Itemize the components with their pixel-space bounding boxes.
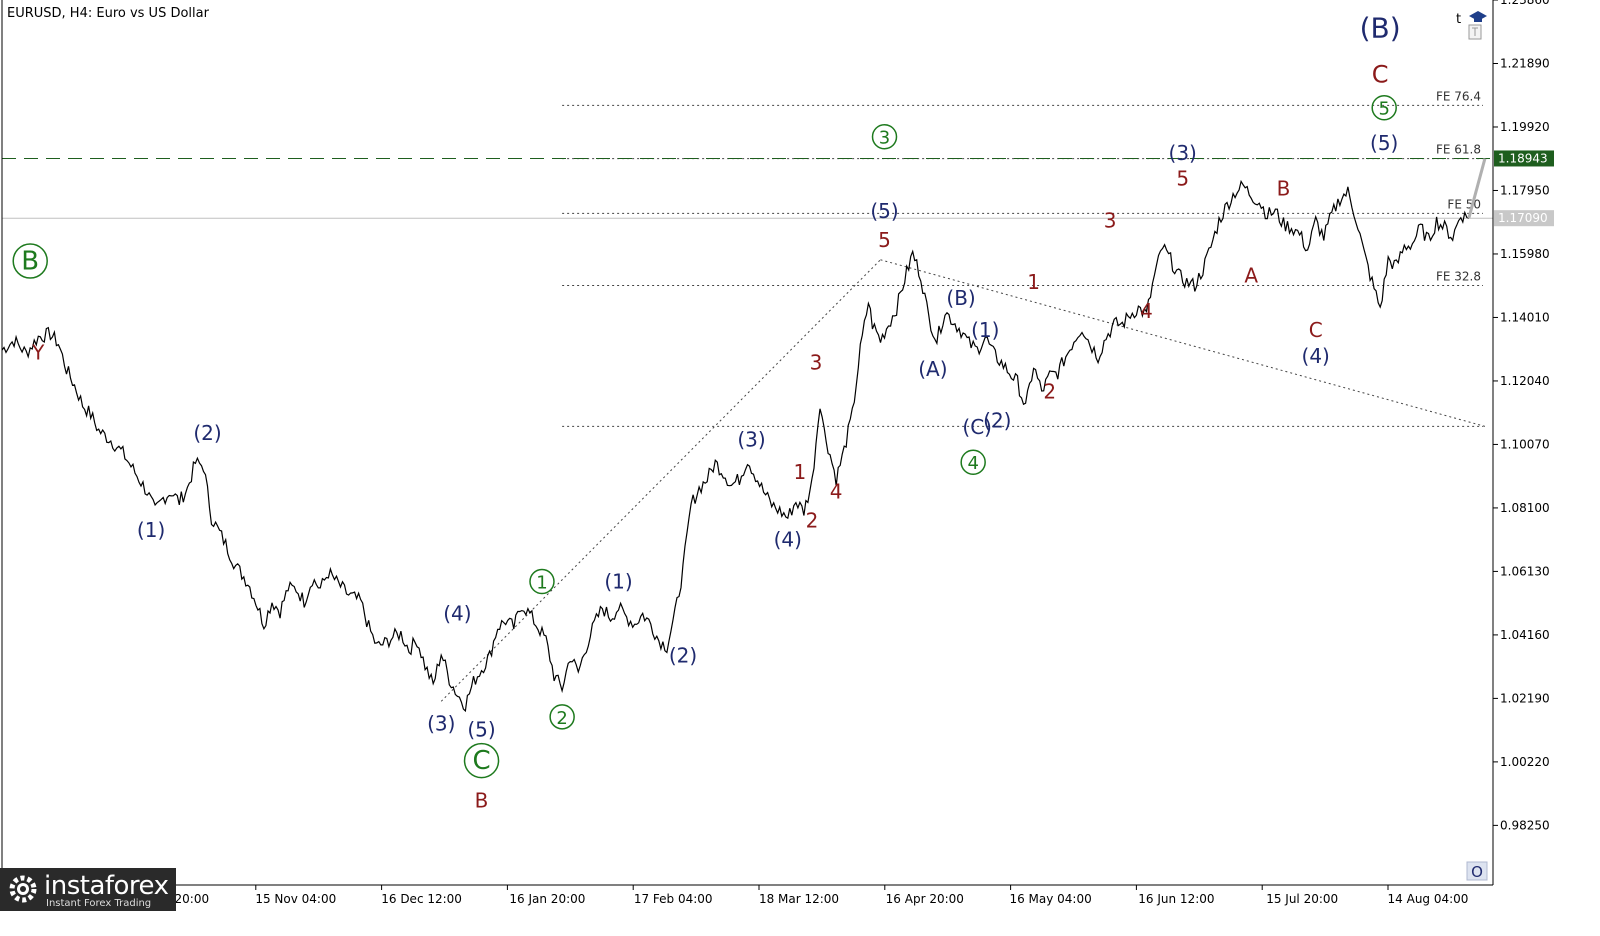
wave-label: (5) xyxy=(870,199,898,223)
wave-label-circle xyxy=(549,704,575,730)
wave-label: (2) xyxy=(193,421,221,445)
wave-label: 1 xyxy=(536,572,547,593)
wave-label: 5 xyxy=(1378,99,1389,120)
forecast-arrow xyxy=(1467,158,1487,219)
y-tick-label: 1.06130 xyxy=(1500,564,1550,578)
wave-label: 1 xyxy=(1027,270,1040,294)
current-price-tag xyxy=(1494,210,1554,227)
x-tick-label: 18 Mar 12:00 xyxy=(759,892,839,906)
wave-label: (5) xyxy=(467,718,495,742)
wave-label: (5) xyxy=(1370,131,1398,155)
wave-label: (2) xyxy=(983,408,1011,432)
wave-label: (4) xyxy=(774,528,802,552)
wave-label: (B) xyxy=(1360,11,1401,44)
logo-name: instaforex xyxy=(44,871,169,901)
wave-label-circle xyxy=(871,123,898,150)
price-series-line xyxy=(1,179,1470,713)
fib-level-label: FE 32.8 xyxy=(1436,270,1481,284)
x-tick-label: 15 Jul 20:00 xyxy=(1266,892,1338,906)
wave-label: C xyxy=(1309,318,1323,342)
wave-label: 2 xyxy=(806,508,819,532)
wave-label: 4 xyxy=(830,479,843,503)
wave-label: 1 xyxy=(794,460,807,484)
y-tick-label: 1.15980 xyxy=(1500,247,1550,261)
y-tick-label: 1.02190 xyxy=(1500,691,1550,705)
y-tick-label: 1.23860 xyxy=(1500,0,1550,7)
wave-label: B xyxy=(475,789,489,813)
wave-label: Y xyxy=(31,341,45,365)
y-tick-label: 1.14010 xyxy=(1500,310,1550,324)
wave-label: (2) xyxy=(669,644,697,668)
wave-label: 3 xyxy=(810,350,823,374)
bottom-right-letter: O xyxy=(1471,863,1483,881)
x-tick-label: 16 May 04:00 xyxy=(1009,892,1091,906)
top-right-letter: t xyxy=(1456,12,1461,27)
y-tick-label: 1.08100 xyxy=(1500,501,1550,515)
x-tick-label: 15 Nov 04:00 xyxy=(255,892,336,906)
wave-label: 2 xyxy=(1043,379,1056,403)
graduation-cap-icon[interactable] xyxy=(1469,11,1487,22)
gear-logo-icon xyxy=(9,875,37,903)
bottom-right-box-icon[interactable]: O xyxy=(1466,861,1488,881)
wave-label: 2 xyxy=(556,708,567,729)
wave-label-circle xyxy=(529,568,555,595)
wave-label: A xyxy=(1244,263,1258,287)
fib-level-label: FE 61.8 xyxy=(1436,143,1481,157)
y-tick-label: 1.17950 xyxy=(1500,183,1550,197)
wave-label: 5 xyxy=(878,228,891,252)
x-tick-label: 16 Jan 20:00 xyxy=(509,892,585,906)
y-tick-label: 1.12040 xyxy=(1500,374,1550,388)
wave-label: 4 xyxy=(1140,299,1153,323)
wave-label: 3 xyxy=(879,128,890,149)
y-tick-label: 1.19920 xyxy=(1500,120,1550,134)
wave-label: (A) xyxy=(918,357,947,381)
wave-label-circle xyxy=(12,243,48,279)
wave-label: C xyxy=(1372,61,1389,89)
wave-label: (C) xyxy=(962,415,992,439)
wave-label-circle xyxy=(1371,94,1397,121)
wave-label: 3 xyxy=(1104,209,1117,233)
x-tick-label: 16 Jun 12:00 xyxy=(1138,892,1214,906)
wave-label: (1) xyxy=(604,569,632,593)
channel-line xyxy=(440,259,881,702)
wave-label: (3) xyxy=(737,428,765,452)
x-tick-label: 16 Dec 12:00 xyxy=(381,892,462,906)
wave-label: B xyxy=(21,246,39,276)
instaforex-logo[interactable]: instaforex Instant Forex Trading xyxy=(0,868,176,911)
wave-label: 4 xyxy=(967,453,978,474)
wave-label: (3) xyxy=(1169,141,1197,165)
wave-label: 5 xyxy=(1176,167,1189,191)
y-tick-label: 1.21890 xyxy=(1500,56,1550,70)
fib-level-label: FE 76.4 xyxy=(1436,89,1481,103)
wave-label-circle xyxy=(463,742,500,779)
one-click-trading-icon[interactable] xyxy=(1468,24,1482,40)
wave-label: C xyxy=(472,746,490,776)
current-price-label: 1.17090 xyxy=(1498,211,1548,225)
y-tick-label: 1.04160 xyxy=(1500,628,1550,642)
y-tick-label: 1.00220 xyxy=(1500,755,1550,769)
x-tick-label: 17 Feb 04:00 xyxy=(634,892,713,906)
target-price-label: 1.18943 xyxy=(1498,151,1548,165)
x-tick-label: 16 Apr 20:00 xyxy=(886,892,964,906)
fib-level-label: FE 50 xyxy=(1447,197,1481,211)
chart-title: EURUSD, H4: Euro vs US Dollar xyxy=(7,6,210,21)
x-tick-label: 14 Aug 04:00 xyxy=(1388,892,1469,906)
wave-label: (4) xyxy=(443,602,471,626)
y-tick-label: 0.98250 xyxy=(1500,818,1550,832)
target-price-tag xyxy=(1494,150,1554,167)
wave-label: (1) xyxy=(137,518,165,542)
wave-label: (B) xyxy=(946,286,975,310)
y-tick-label: 1.10070 xyxy=(1500,437,1550,451)
logo-tagline: Instant Forex Trading xyxy=(46,898,152,909)
wave-label-circle xyxy=(960,449,986,475)
wave-label: (4) xyxy=(1302,344,1330,368)
wave-label: (1) xyxy=(971,318,999,342)
wave-label: B xyxy=(1277,176,1291,200)
wave-label: (3) xyxy=(427,711,455,735)
